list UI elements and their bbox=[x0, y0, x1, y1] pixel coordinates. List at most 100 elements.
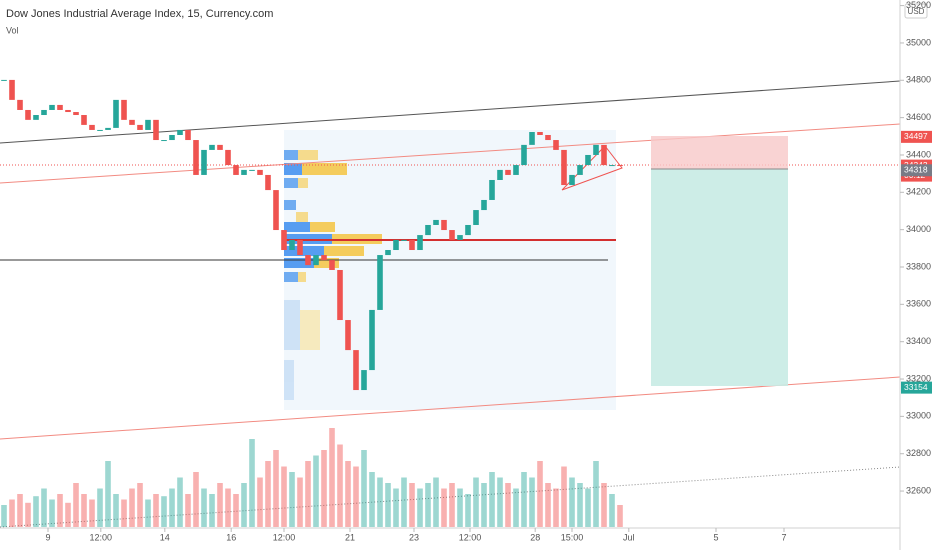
y-tick-label: 33600 bbox=[906, 299, 931, 309]
volume-bar bbox=[545, 483, 551, 527]
y-tick-label: 35200 bbox=[906, 0, 931, 10]
volume-bar bbox=[289, 472, 295, 527]
volume-bar bbox=[185, 494, 191, 527]
volume-bar bbox=[593, 461, 599, 527]
y-tick-label: 34400 bbox=[906, 149, 931, 159]
candle bbox=[81, 115, 87, 125]
candle bbox=[521, 144, 527, 166]
candle bbox=[9, 79, 15, 100]
volume-bar bbox=[33, 496, 39, 527]
candle bbox=[305, 255, 311, 266]
candle bbox=[17, 99, 23, 110]
candle bbox=[89, 124, 95, 130]
candle bbox=[409, 239, 415, 251]
x-tick-label: 12:00 bbox=[273, 532, 296, 542]
volume-bar bbox=[345, 461, 351, 527]
volume-bar bbox=[17, 494, 23, 527]
volume-bar bbox=[41, 488, 47, 527]
volume-bar bbox=[369, 472, 375, 527]
volume-bar bbox=[569, 477, 575, 527]
volume-bar bbox=[257, 477, 263, 527]
candle bbox=[25, 109, 31, 120]
candle bbox=[537, 132, 543, 135]
candle bbox=[321, 255, 327, 261]
candle bbox=[217, 144, 223, 150]
volume-bar bbox=[473, 477, 479, 527]
volume-label: Vol bbox=[6, 25, 19, 35]
volume-bar bbox=[265, 461, 271, 527]
volume-bar bbox=[153, 494, 159, 527]
candle bbox=[177, 129, 183, 135]
volume-bar bbox=[577, 483, 583, 527]
y-tick-label: 32800 bbox=[906, 448, 931, 458]
candle bbox=[505, 169, 511, 175]
x-tick-label: 5 bbox=[713, 532, 718, 542]
candle bbox=[425, 224, 431, 236]
volume-bar bbox=[225, 488, 231, 527]
volume-bar bbox=[585, 488, 591, 527]
volume-bar bbox=[529, 477, 535, 527]
price-label: 33154 bbox=[904, 382, 928, 392]
chart-title: Dow Jones Industrial Average Index, 15, … bbox=[6, 8, 273, 20]
volume-bar bbox=[505, 483, 511, 527]
x-tick-label: 15:00 bbox=[561, 532, 584, 542]
x-tick-label: 28 bbox=[530, 532, 540, 542]
volume-bar bbox=[321, 450, 327, 527]
candle bbox=[249, 169, 255, 171]
volume-bar bbox=[497, 477, 503, 527]
volume-bar bbox=[201, 488, 207, 527]
trend-line bbox=[0, 123, 901, 184]
candle bbox=[209, 144, 215, 150]
stop-zone bbox=[651, 136, 788, 169]
candle bbox=[513, 165, 519, 175]
candle bbox=[73, 112, 79, 116]
volume-bar bbox=[385, 483, 391, 527]
x-tick-label: 7 bbox=[781, 532, 786, 542]
candle bbox=[265, 174, 271, 191]
x-tick-label: 12:00 bbox=[459, 532, 482, 542]
volume-bar bbox=[297, 477, 303, 527]
volume-bar bbox=[137, 483, 143, 527]
volume-bar bbox=[433, 477, 439, 527]
volume-bar bbox=[609, 494, 615, 527]
candle bbox=[233, 165, 239, 175]
y-tick-label: 35000 bbox=[906, 37, 931, 47]
x-tick-label: 16 bbox=[226, 532, 236, 542]
candle bbox=[353, 350, 359, 391]
candle bbox=[41, 109, 47, 116]
volume-bar bbox=[457, 488, 463, 527]
candle bbox=[457, 235, 463, 240]
volume-bar bbox=[377, 477, 383, 527]
volume-bar bbox=[393, 488, 399, 527]
plot bbox=[1, 79, 623, 527]
volume-bar bbox=[81, 494, 87, 527]
volume-bar bbox=[89, 499, 95, 527]
candle bbox=[241, 169, 247, 175]
volume-bar bbox=[25, 502, 31, 527]
trend-line bbox=[0, 376, 901, 440]
volume-bar bbox=[193, 472, 199, 527]
target-zone bbox=[651, 169, 788, 386]
candle bbox=[329, 260, 335, 270]
candle bbox=[289, 239, 295, 251]
volume-bar bbox=[513, 488, 519, 527]
candle bbox=[553, 140, 559, 150]
candle bbox=[585, 154, 591, 166]
volume-bar bbox=[209, 494, 215, 527]
y-tick-label: 34600 bbox=[906, 112, 931, 122]
candle bbox=[129, 119, 135, 125]
volume-bar bbox=[449, 483, 455, 527]
candle bbox=[201, 149, 207, 175]
volume-bar bbox=[73, 483, 79, 527]
candle bbox=[121, 99, 127, 120]
y-tick-label: 33000 bbox=[906, 411, 931, 421]
candle bbox=[345, 320, 351, 351]
volume-bar bbox=[441, 488, 447, 527]
volume-bar bbox=[217, 483, 223, 527]
candle bbox=[65, 109, 71, 113]
currency-badge[interactable] bbox=[904, 3, 928, 19]
volume-bar bbox=[329, 428, 335, 527]
trend-line bbox=[0, 80, 901, 144]
candle bbox=[297, 239, 303, 256]
candle bbox=[113, 99, 119, 128]
